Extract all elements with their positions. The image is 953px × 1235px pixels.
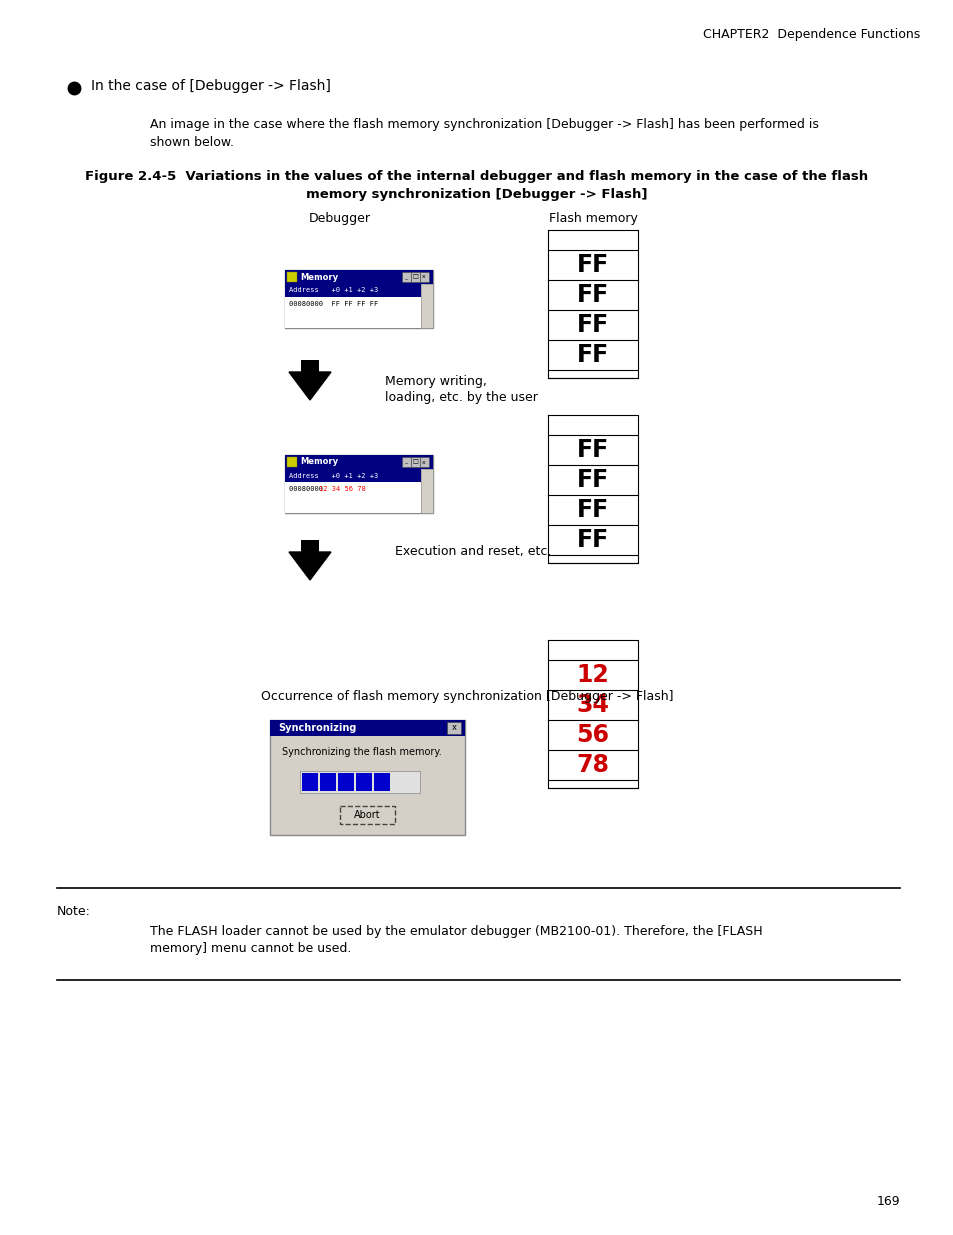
Bar	[270, 720, 464, 736]
Text: 12 34 56 78: 12 34 56 78	[318, 487, 365, 492]
Text: FF: FF	[577, 438, 608, 462]
Text: _: _	[404, 274, 407, 279]
Text: Flash memory: Flash memory	[548, 212, 637, 225]
Bar	[337, 773, 354, 790]
Bar	[285, 454, 433, 469]
Text: Abort: Abort	[354, 810, 380, 820]
Text: Synchronizing the flash memory.: Synchronizing the flash memory.	[282, 747, 441, 757]
Bar	[401, 457, 411, 467]
Bar	[420, 469, 433, 513]
Text: An image in the case where the flash memory synchronization [Debugger -> Flash] : An image in the case where the flash mem…	[150, 119, 818, 131]
Text: Memory writing,: Memory writing,	[385, 375, 486, 388]
Text: In the case of [Debugger -> Flash]: In the case of [Debugger -> Flash]	[91, 79, 331, 93]
Text: □: □	[412, 459, 417, 464]
Text: loading, etc. by the user: loading, etc. by the user	[385, 391, 537, 404]
Bar	[411, 457, 419, 467]
Bar	[319, 773, 335, 790]
Text: x: x	[421, 274, 425, 279]
Bar	[301, 540, 318, 552]
Bar	[411, 272, 419, 282]
Text: Execution and reset, etc.: Execution and reset, etc.	[395, 545, 551, 558]
Text: FF: FF	[577, 529, 608, 552]
Bar	[419, 457, 429, 467]
Bar	[285, 469, 420, 513]
Text: memory synchronization [Debugger -> Flash]: memory synchronization [Debugger -> Flas…	[306, 188, 647, 201]
Text: Address   +0 +1 +2 +3: Address +0 +1 +2 +3	[289, 473, 377, 478]
Text: 56: 56	[576, 722, 609, 747]
Text: CHAPTER2  Dependence Functions: CHAPTER2 Dependence Functions	[702, 28, 919, 41]
Bar	[447, 722, 460, 734]
Text: _: _	[404, 459, 407, 464]
Text: shown below.: shown below.	[150, 136, 233, 149]
Bar	[374, 773, 390, 790]
Text: FF: FF	[577, 343, 608, 367]
Text: FF: FF	[577, 283, 608, 308]
Text: Note:: Note:	[57, 905, 91, 918]
Text: FF: FF	[577, 498, 608, 522]
Text: □: □	[412, 274, 417, 279]
Text: 12: 12	[576, 663, 609, 687]
Bar	[287, 272, 296, 282]
Bar	[301, 359, 318, 372]
Text: x: x	[451, 724, 456, 732]
Text: 78: 78	[576, 753, 609, 777]
Text: Synchronizing: Synchronizing	[277, 722, 356, 734]
Bar	[270, 720, 464, 835]
Bar	[401, 272, 411, 282]
Bar	[419, 272, 429, 282]
Text: 00080000: 00080000	[289, 487, 331, 492]
Bar	[285, 270, 433, 284]
Bar	[285, 284, 420, 329]
Text: FF: FF	[577, 253, 608, 277]
Bar	[287, 457, 296, 467]
Text: 34: 34	[576, 693, 609, 718]
Bar	[339, 806, 395, 824]
Text: Memory: Memory	[299, 273, 337, 282]
Text: Memory: Memory	[299, 457, 337, 467]
Text: FF: FF	[577, 312, 608, 337]
Text: 00080000  FF FF FF FF: 00080000 FF FF FF FF	[289, 301, 377, 308]
Text: FF: FF	[577, 468, 608, 492]
Bar	[285, 270, 433, 329]
Text: Occurrence of flash memory synchronization [Debugger -> Flash]: Occurrence of flash memory synchronizati…	[261, 690, 673, 703]
Text: 169: 169	[876, 1195, 899, 1208]
Text: x: x	[421, 459, 425, 464]
Bar	[285, 454, 433, 513]
Bar	[302, 773, 317, 790]
Bar	[420, 284, 433, 329]
Text: The FLASH loader cannot be used by the emulator debugger (MB2100-01). Therefore,: The FLASH loader cannot be used by the e…	[150, 925, 761, 939]
Bar	[285, 284, 420, 296]
Text: Debugger: Debugger	[309, 212, 371, 225]
Polygon shape	[289, 552, 331, 580]
Bar	[355, 773, 372, 790]
Text: Address   +0 +1 +2 +3: Address +0 +1 +2 +3	[289, 288, 377, 294]
Text: memory] menu cannot be used.: memory] menu cannot be used.	[150, 942, 351, 955]
Bar	[299, 771, 419, 793]
Bar	[285, 469, 420, 482]
Text: Figure 2.4-5  Variations in the values of the internal debugger and flash memory: Figure 2.4-5 Variations in the values of…	[86, 170, 867, 183]
Polygon shape	[289, 372, 331, 400]
